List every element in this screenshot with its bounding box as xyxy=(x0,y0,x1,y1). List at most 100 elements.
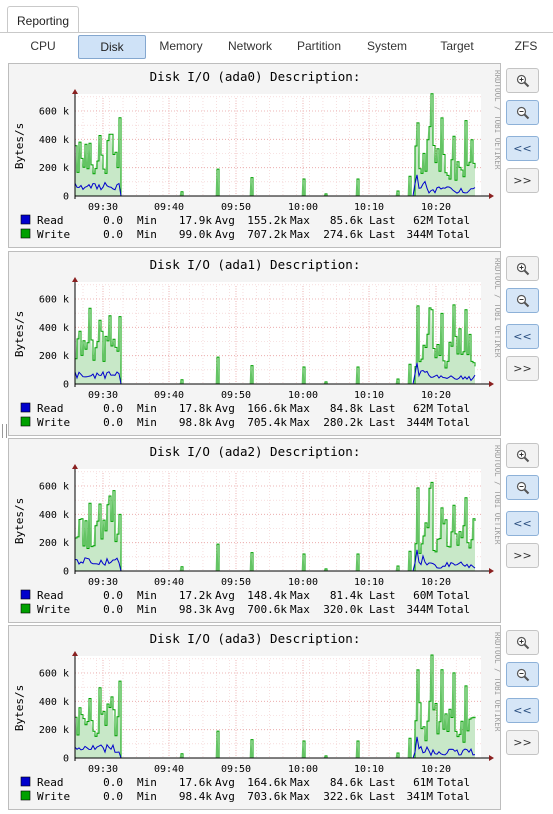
legend-value: Last xyxy=(369,228,396,241)
y-tick-label: 0 xyxy=(63,754,69,765)
legend-value: Last xyxy=(369,790,396,803)
legend-value: 274.6k xyxy=(323,228,363,241)
subtab-network[interactable]: Network xyxy=(227,39,272,53)
legend-value: Read xyxy=(37,214,64,227)
legend-value: Last xyxy=(369,402,396,415)
tab-reporting[interactable]: Reporting xyxy=(7,6,80,33)
subtab-disk[interactable]: Disk xyxy=(78,35,146,59)
y-axis-label: Bytes/s xyxy=(13,123,26,169)
forward-button[interactable]: >> xyxy=(506,168,539,193)
disk-io-graph: Disk I/O (ada2) Description: RRDTOOL / TO… xyxy=(13,444,500,616)
legend-value: Total xyxy=(437,790,470,803)
x-tick-label: 10:20 xyxy=(421,577,451,588)
y-tick-label: 400 k xyxy=(39,135,69,146)
disk-graph-panel: Disk I/O (ada1) Description: RRDTOOL / TO… xyxy=(8,251,501,436)
zoom-out-button[interactable] xyxy=(506,662,539,687)
x-tick-label: 10:10 xyxy=(354,390,384,401)
subtab-target[interactable]: Target xyxy=(440,39,474,53)
legend-value: Max xyxy=(290,790,310,803)
splitter-handle[interactable] xyxy=(2,424,7,438)
back-button[interactable]: << xyxy=(506,698,539,723)
legend-value: 85.6k xyxy=(330,214,363,227)
legend-value: 166.6k xyxy=(247,402,287,415)
legend-value: 341M xyxy=(407,790,434,803)
plot-area xyxy=(75,469,481,571)
y-tick-label: 200 k xyxy=(39,351,69,362)
legend-value: Write xyxy=(37,228,70,241)
legend-value: Total xyxy=(437,228,470,241)
graph-title: Disk I/O (ada0) Description: xyxy=(150,69,361,84)
legend-value: 84.6k xyxy=(330,776,363,789)
write-legend-swatch xyxy=(20,416,31,427)
legend-value: 61M xyxy=(413,776,433,789)
magnifier-minus-icon xyxy=(516,294,529,308)
legend-value: 322.6k xyxy=(323,790,363,803)
magnifier-minus-icon xyxy=(516,481,529,495)
forward-button[interactable]: >> xyxy=(506,730,539,755)
legend-value: 0.0 xyxy=(103,776,123,789)
zoom-in-button[interactable] xyxy=(506,443,539,468)
legend-value: 98.8k xyxy=(179,416,212,429)
legend-value: Read xyxy=(37,402,64,415)
forward-button[interactable]: >> xyxy=(506,543,539,568)
legend-value: 0.0 xyxy=(103,402,123,415)
zoom-out-button[interactable] xyxy=(506,288,539,313)
y-tick-label: 200 k xyxy=(39,538,69,549)
x-tick-label: 10:00 xyxy=(288,577,318,588)
legend-value: 98.3k xyxy=(179,603,212,616)
graph-title: Disk I/O (ada3) Description: xyxy=(150,631,361,646)
legend-value: 62M xyxy=(413,402,433,415)
zoom-out-button[interactable] xyxy=(506,100,539,125)
legend-value: Max xyxy=(290,214,310,227)
subtab-cpu[interactable]: CPU xyxy=(30,39,56,53)
legend-value: 703.6k xyxy=(247,790,287,803)
zoom-out-button[interactable] xyxy=(506,475,539,500)
write-legend-swatch xyxy=(20,790,31,801)
legend-value: 17.2k xyxy=(179,589,212,602)
subtab-memory[interactable]: Memory xyxy=(159,39,203,53)
graph-title: Disk I/O (ada1) Description: xyxy=(150,257,361,272)
back-button[interactable]: << xyxy=(506,324,539,349)
zoom-in-button[interactable] xyxy=(506,68,539,93)
read-legend-swatch xyxy=(20,589,31,600)
x-tick-label: 10:20 xyxy=(421,390,451,401)
y-tick-label: 400 k xyxy=(39,323,69,334)
x-tick-label: 10:20 xyxy=(421,202,451,213)
legend-value: 320.0k xyxy=(323,603,363,616)
legend-value: Max xyxy=(290,776,310,789)
zoom-in-button[interactable] xyxy=(506,630,539,655)
legend-value: Total xyxy=(437,776,470,789)
forward-button[interactable]: >> xyxy=(506,356,539,381)
y-tick-label: 600 k xyxy=(39,482,69,493)
y-tick-label: 600 k xyxy=(39,295,69,306)
legend-value: Min xyxy=(137,776,157,789)
legend-value: Last xyxy=(369,776,396,789)
subtab-zfs[interactable]: ZFS xyxy=(514,39,538,53)
subtab-system[interactable]: System xyxy=(366,39,407,53)
legend-value: Max xyxy=(290,589,310,602)
legend-value: Min xyxy=(137,416,157,429)
y-tick-label: 0 xyxy=(63,380,69,391)
legend-value: 84.8k xyxy=(330,402,363,415)
legend-value: 280.2k xyxy=(323,416,363,429)
legend-value: Total xyxy=(437,214,470,227)
back-button[interactable]: << xyxy=(506,136,539,161)
legend-value: 81.4k xyxy=(330,589,363,602)
back-button[interactable]: << xyxy=(506,511,539,536)
zoom-in-button[interactable] xyxy=(506,256,539,281)
legend-value: 705.4k xyxy=(247,416,287,429)
legend-value: 0.0 xyxy=(103,790,123,803)
disk-io-graph: Disk I/O (ada3) Description: RRDTOOL / TO… xyxy=(13,631,500,803)
y-axis-label: Bytes/s xyxy=(13,311,26,357)
subtab-partition[interactable]: Partition xyxy=(296,39,342,53)
x-tick-label: 09:30 xyxy=(88,764,118,775)
x-tick-label: 09:40 xyxy=(154,390,184,401)
legend-value: 17.8k xyxy=(179,402,212,415)
legend-value: Avg xyxy=(215,402,235,415)
legend-value: Min xyxy=(137,603,157,616)
legend-value: 62M xyxy=(413,214,433,227)
y-tick-label: 0 xyxy=(63,567,69,578)
legend-value: Avg xyxy=(215,214,235,227)
rrdtool-watermark: RRDTOOL / TOBI OETIKER xyxy=(493,258,500,358)
x-tick-label: 09:30 xyxy=(88,202,118,213)
